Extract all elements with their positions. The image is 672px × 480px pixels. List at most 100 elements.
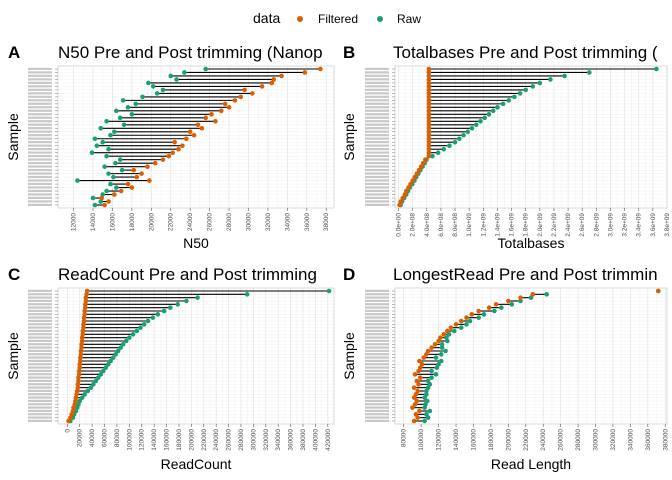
x-tick-label: 160000 (164, 429, 171, 451)
filtered-point (411, 418, 417, 424)
sample-tick-label (28, 130, 52, 133)
filtered-point (453, 322, 459, 327)
raw-point (464, 322, 469, 327)
raw-point (182, 70, 187, 75)
raw-point (100, 368, 106, 374)
filtered-point (134, 174, 140, 180)
sample-tick-label (28, 189, 52, 193)
sample-tick-label (28, 137, 52, 140)
x-tick-label: 3.6e+09 (650, 213, 657, 237)
raw-point (118, 345, 123, 350)
sample-tick-label (28, 373, 52, 376)
sample-tick-label (28, 92, 52, 95)
filtered-point (226, 105, 232, 110)
sample-tick-label (28, 383, 52, 386)
sample-tick-label (28, 313, 52, 316)
sample-tick-label (365, 200, 389, 203)
x-tick-label: 320000 (610, 429, 617, 451)
sample-tick-label (365, 148, 389, 151)
x-tick-label: 1.8e+09 (523, 213, 530, 237)
panel-title: LongestRead Pre and Post trimmin (393, 265, 658, 284)
raw-point (425, 378, 431, 384)
raw-point (102, 164, 107, 169)
raw-point (155, 312, 161, 317)
sample-tick-label (28, 179, 52, 182)
filtered-point (222, 101, 228, 107)
filtered-point (176, 146, 181, 152)
x-tick-label: 220000 (201, 429, 208, 451)
raw-point (150, 84, 156, 89)
raw-point (127, 335, 132, 340)
filtered-point (269, 80, 275, 86)
raw-point (98, 199, 104, 204)
x-axis-title: Totalbases (498, 235, 565, 251)
filtered-point (426, 136, 432, 142)
raw-point (429, 375, 434, 380)
sample-tick-label (28, 134, 52, 137)
raw-point (452, 139, 458, 145)
raw-point (121, 122, 127, 128)
sample-tick-label (28, 193, 52, 196)
raw-point (586, 70, 592, 75)
filtered-point (426, 112, 432, 117)
raw-point (108, 132, 113, 138)
sample-tick-label (28, 151, 52, 154)
filtered-point (445, 328, 450, 334)
sample-tick-label (365, 74, 389, 77)
x-tick-label: 1.0e+09 (466, 213, 473, 237)
raw-point (89, 150, 95, 155)
raw-point (93, 378, 99, 384)
panel-title: Totalbases Pre and Post trimming ( (393, 43, 658, 62)
sample-tick-label (28, 319, 52, 322)
raw-point (203, 66, 209, 72)
panel-tag: C (8, 265, 20, 284)
x-tick-label: 28000 (226, 213, 233, 231)
raw-point (77, 398, 83, 404)
panel-a: A N50 Pre and Post trimming (Nanop 12000 14… (5, 43, 335, 251)
sample-tick-label (28, 203, 52, 206)
x-tick-label: 140000 (151, 429, 158, 451)
sample-tick-label (365, 196, 389, 200)
raw-point (548, 77, 553, 82)
sample-tick-label (365, 356, 389, 359)
sample-tick-label (365, 88, 389, 91)
sample-tick-label (28, 393, 52, 396)
filtered-point (203, 115, 209, 121)
sample-tick-label (28, 123, 52, 126)
filtered-point (195, 122, 201, 128)
sample-tick-label (28, 95, 52, 98)
sample-tick-label (365, 137, 389, 140)
sample-tick-label (365, 102, 389, 105)
x-tick-label: 300000 (593, 429, 600, 451)
sample-tick-label (28, 413, 52, 416)
raw-point (439, 342, 445, 347)
sample-tick-label (365, 168, 389, 172)
panel-tag: B (343, 43, 355, 62)
filtered-point (160, 157, 166, 162)
sample-tick-label (28, 399, 52, 402)
x-tick-label: 320000 (263, 429, 270, 451)
sample-tick-label (28, 289, 52, 292)
raw-point (117, 157, 123, 162)
filtered-point (82, 305, 88, 310)
sample-tick-label (365, 289, 389, 292)
sample-tick-label (28, 196, 52, 200)
sample-tick-label (28, 329, 52, 332)
filtered-point (530, 292, 536, 297)
sample-tick-label (365, 113, 389, 116)
filtered-point (271, 77, 277, 82)
filtered-point (518, 295, 523, 300)
raw-point (94, 143, 100, 149)
raw-point (195, 295, 200, 300)
raw-point (117, 115, 123, 121)
raw-point (481, 312, 487, 317)
sample-tick-label (365, 116, 389, 119)
sample-tick-label (365, 175, 389, 179)
filtered-point (426, 87, 432, 93)
filtered-point (410, 178, 415, 183)
x-tick-label: 3.0e+09 (607, 213, 614, 237)
x-tick-label: 360000 (645, 429, 652, 451)
raw-point (456, 136, 462, 142)
sample-tick-label (28, 346, 52, 349)
filtered-point (147, 178, 152, 183)
